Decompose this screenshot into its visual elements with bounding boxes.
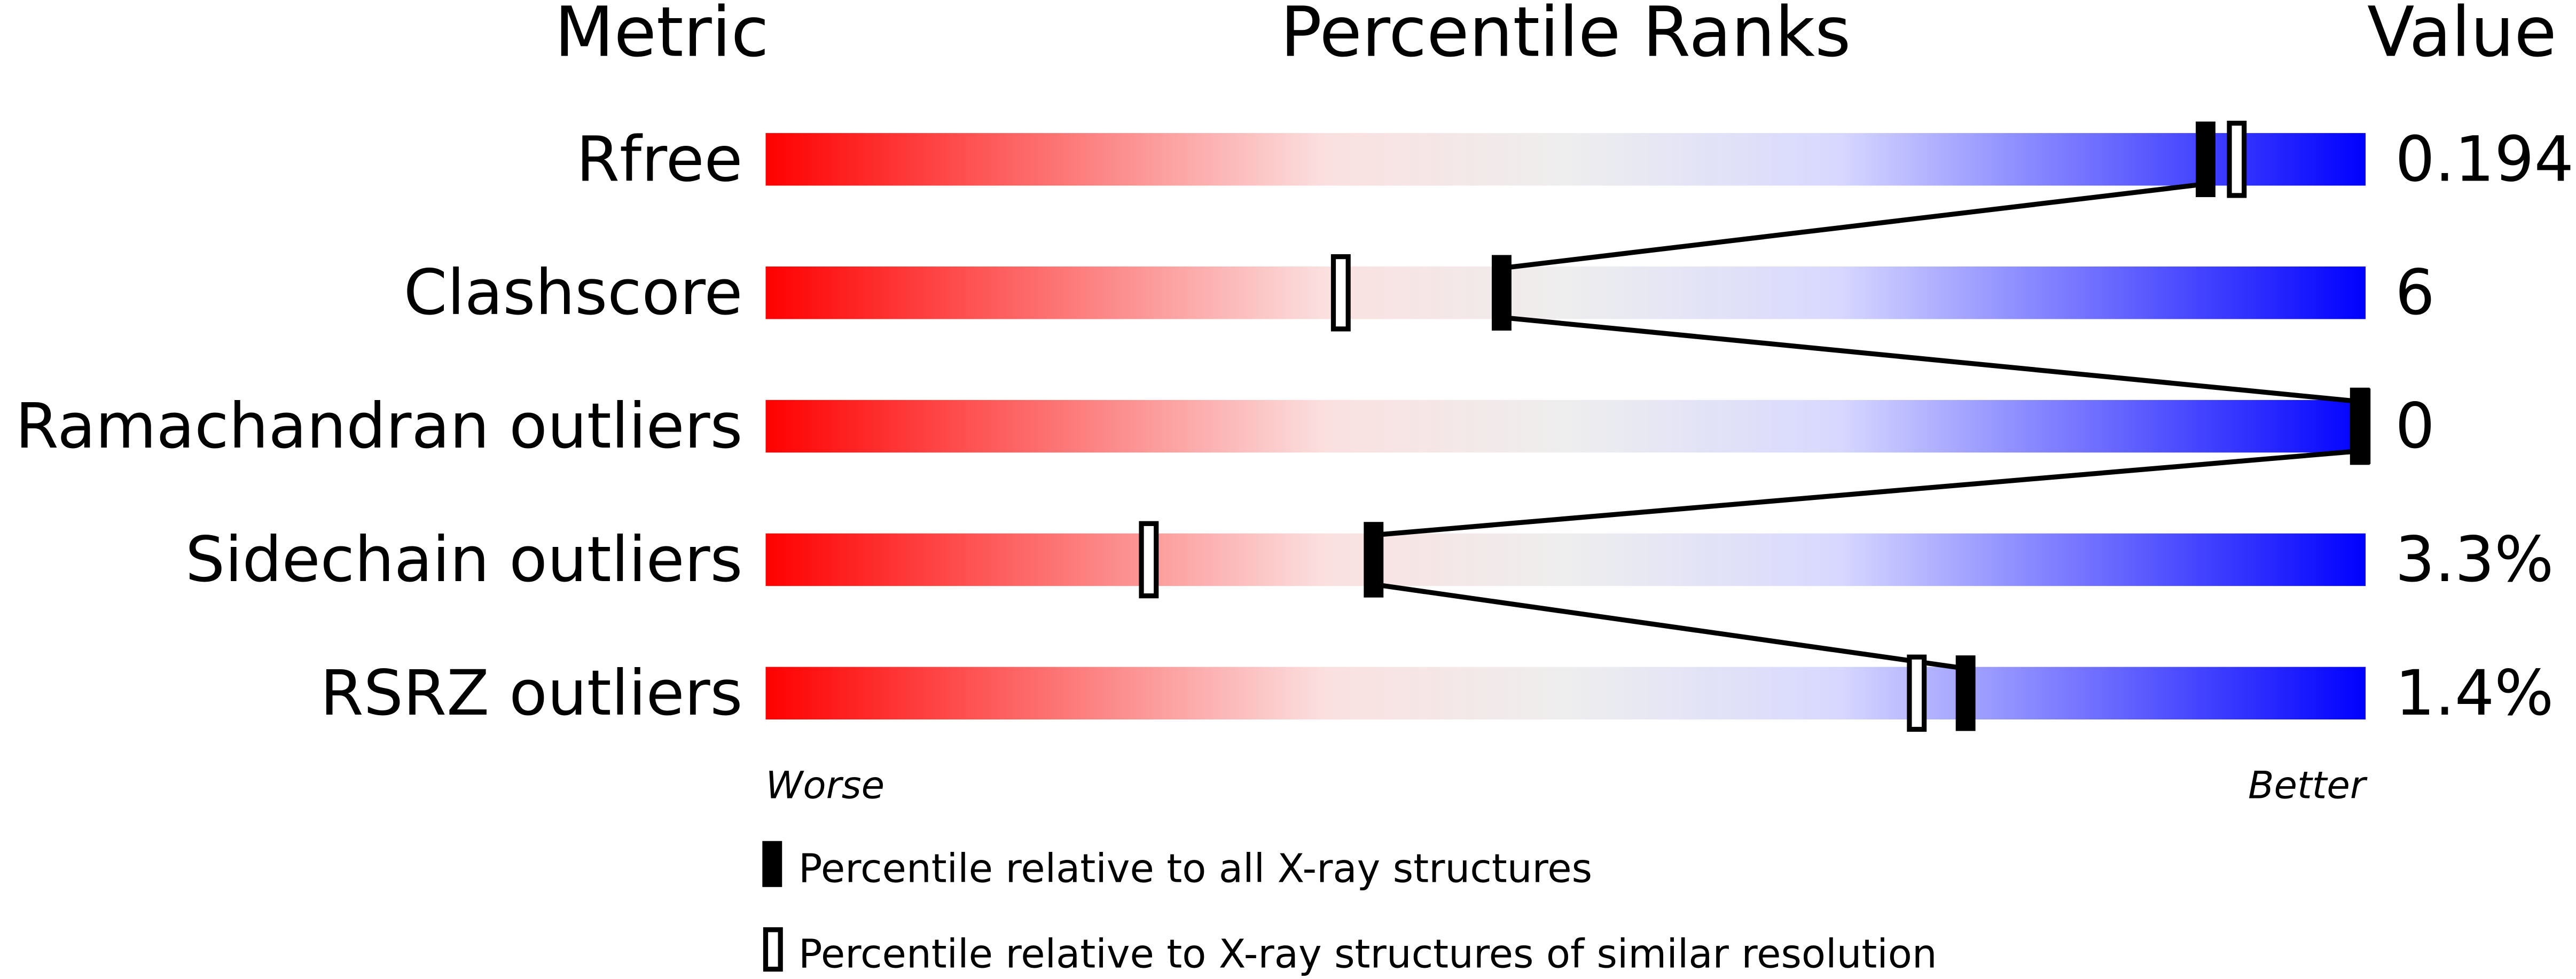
axis-worse-label: Worse <box>765 763 884 808</box>
all-structures-marker <box>2196 121 2215 198</box>
metric-value: 1.4% <box>2395 657 2554 730</box>
connector-line <box>1501 315 2361 404</box>
header-value: Value <box>2367 0 2557 73</box>
percentile-bar <box>765 133 2366 186</box>
metric-value: 0.194 <box>2395 123 2574 195</box>
percentile-bar <box>765 267 2366 319</box>
metric-row: Clashscore 6 <box>404 256 2435 329</box>
metric-label: Rfree <box>576 123 743 195</box>
metric-row: RSRZ outliers 1.4% <box>320 657 2554 730</box>
legend-filled-label: Percentile relative to all X-ray structu… <box>798 846 1592 892</box>
all-structures-marker <box>1955 655 1976 731</box>
percentile-bar <box>765 667 2366 720</box>
all-structures-marker <box>1491 255 1512 331</box>
axis-better-label: Better <box>2248 763 2368 808</box>
all-structures-marker <box>2351 388 2371 464</box>
metric-row: Sidechain outliers 3.3% <box>185 523 2554 596</box>
connector-line <box>1373 448 2361 538</box>
similar-resolution-marker <box>2227 121 2247 198</box>
similar-resolution-marker <box>1907 654 1927 732</box>
header-percentile-ranks: Percentile Ranks <box>1280 0 1851 73</box>
similar-resolution-marker <box>1139 521 1159 599</box>
legend-open-marker-icon <box>763 927 783 972</box>
similar-resolution-marker <box>1330 254 1351 332</box>
metric-value: 6 <box>2395 256 2434 329</box>
metric-row: Rfree 0.194 <box>576 123 2574 195</box>
metric-value: 3.3% <box>2395 523 2554 596</box>
metric-value: 0 <box>2395 390 2434 463</box>
header-metric: Metric <box>554 0 769 73</box>
legend-open-label: Percentile relative to X-ray structures … <box>798 931 1937 977</box>
connector-line <box>1501 181 2206 271</box>
percentile-bar <box>765 533 2366 586</box>
metric-label: Sidechain outliers <box>185 523 742 596</box>
percentile-bar <box>765 400 2366 453</box>
all-structures-marker <box>1364 522 1384 598</box>
connector-line <box>1373 582 1966 671</box>
metric-label: RSRZ outliers <box>320 657 743 730</box>
legend-filled-marker-icon <box>762 841 782 887</box>
metric-label: Ramachandran outliers <box>15 390 743 463</box>
metric-row: Ramachandran outliers 0 <box>15 390 2435 463</box>
metric-label: Clashscore <box>404 256 743 329</box>
